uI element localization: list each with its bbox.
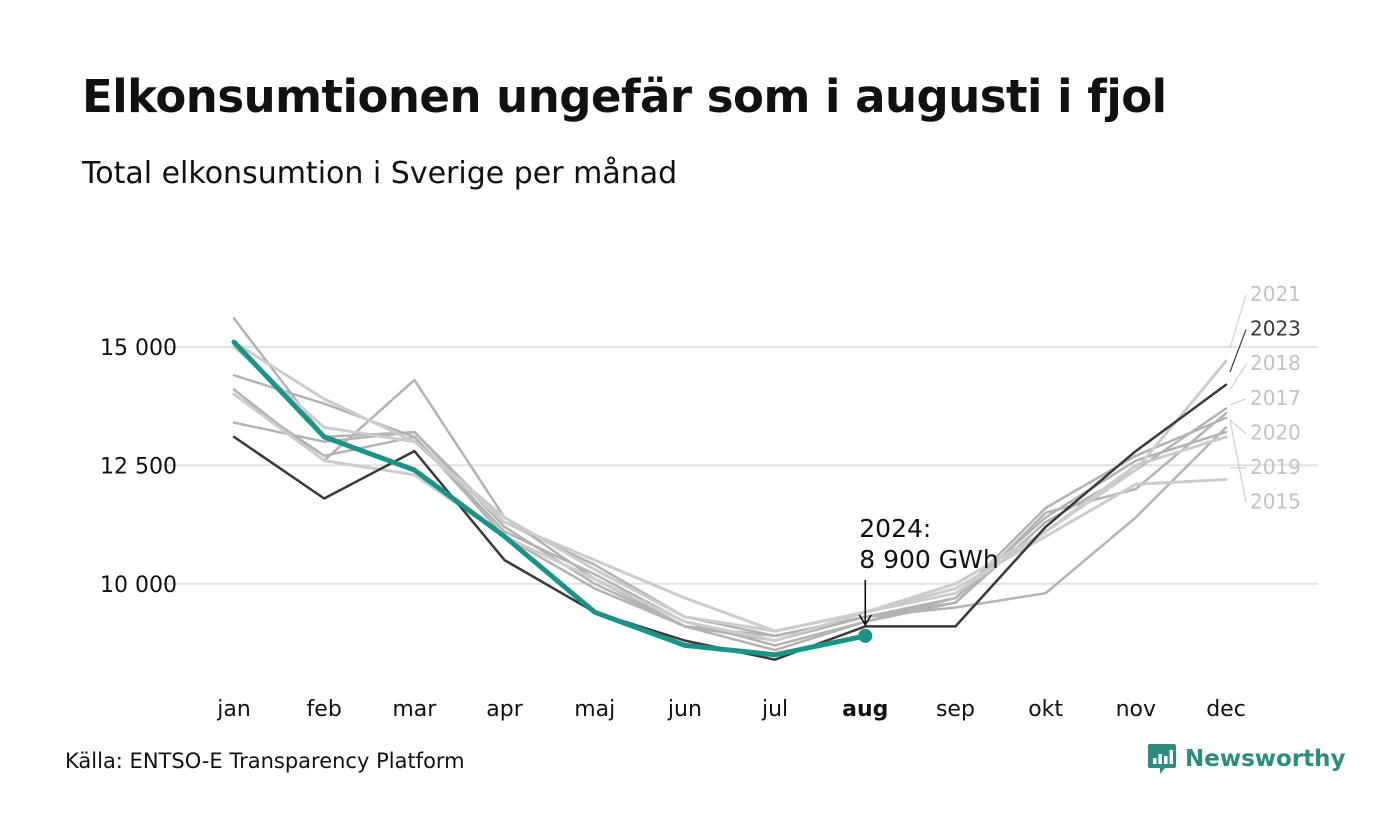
end-label-leader [1229,419,1247,434]
x-tick-label: jan [216,697,251,722]
y-tick-label: 12 500 [100,454,177,479]
y-tick-label: 15 000 [100,336,177,361]
series-end-point [858,628,873,643]
series-line [232,392,1228,643]
series-lines [231,317,1228,661]
x-tick-label: jun [667,697,702,722]
x-tick-label: jul [761,697,788,722]
newsworthy-logo-icon [1148,744,1176,774]
x-tick-label: apr [486,697,523,722]
x-tick-label: maj [574,697,615,722]
end-label-leader [1229,398,1247,406]
annotation-text: 8 900 GWh [859,545,998,574]
series-line [232,317,1228,638]
x-tick-label: feb [307,697,342,722]
end-label-leader [1229,419,1247,503]
chart-subtitle: Total elkonsumtion i Sverige per månad [82,156,678,191]
series-line [232,374,1228,647]
series-line [231,339,868,658]
chart-title: Elkonsumtionen ungefär som i augusti i f… [82,70,1167,123]
source-note: Källa: ENTSO-E Transparency Platform [65,749,465,773]
brand-name: Newsworthy [1185,746,1346,772]
end-label-leader [1229,294,1247,349]
series-line [232,340,1228,633]
end-label: 2015 [1250,490,1301,514]
x-tick-label: okt [1028,697,1063,722]
end-label: 2023 [1250,317,1301,341]
x-tick-label: dec [1206,697,1246,722]
series-line [232,416,1228,638]
series-end-labels: 2021 2023 2018 2017 2020 2019 2015 [1229,282,1301,514]
x-tick-label: mar [392,697,437,722]
brand-logo: Newsworthy [1147,742,1346,776]
x-axis-tick-labels: jan feb mar apr maj jun jul aug sep okt nov dec [216,697,1246,722]
annotation-arrow-head [858,614,872,627]
x-tick-label: nov [1116,697,1156,722]
end-label-leader [1229,363,1247,391]
end-label: 2021 [1250,282,1301,306]
x-tick-label: aug [842,697,888,722]
x-tick-label: sep [936,697,975,722]
y-axis-tick-labels: 10 000 12 500 15 000 [100,336,177,598]
end-label: 2020 [1250,420,1301,444]
end-label-leader [1229,329,1247,373]
annotation-text: 2024: [859,514,931,543]
end-label: 2017 [1250,386,1301,410]
y-tick-label: 10 000 [100,573,177,598]
end-label: 2019 [1250,455,1301,479]
annotation: 2024:8 900 GWh [858,514,999,627]
end-label: 2018 [1250,351,1301,375]
